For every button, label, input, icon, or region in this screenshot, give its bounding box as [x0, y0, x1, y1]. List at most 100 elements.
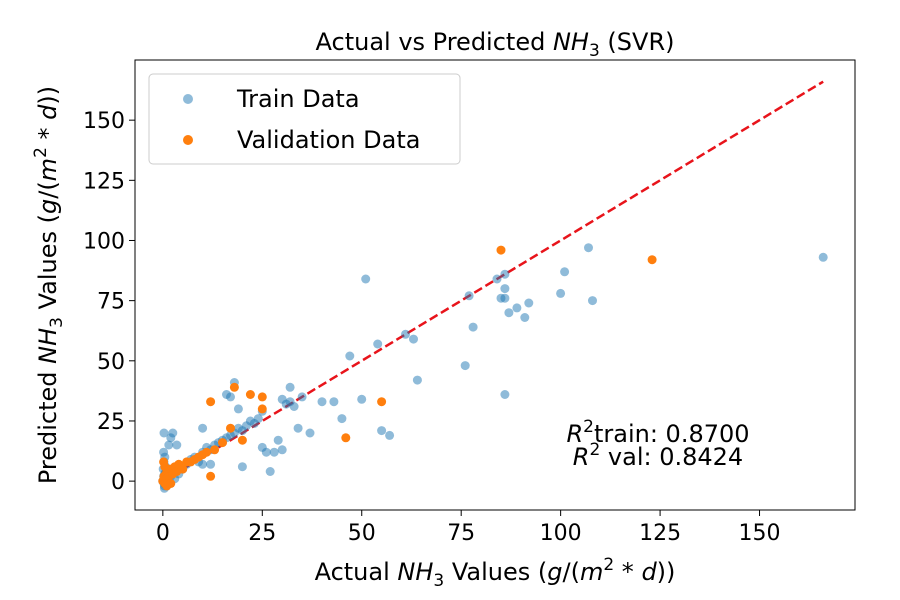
- y-tick-label: 150: [83, 109, 125, 134]
- train-point: [159, 447, 169, 457]
- train-point: [226, 392, 235, 402]
- validation-point: [206, 471, 216, 481]
- validation-point: [160, 462, 170, 472]
- ylabel-var: NH: [34, 328, 62, 364]
- train-point: [556, 288, 566, 298]
- r2-train-symbol: R: [566, 420, 583, 448]
- y-tick-label: 0: [111, 470, 125, 495]
- points-layer: [158, 243, 828, 493]
- identity-reference-line: [162, 80, 824, 483]
- train-point: [285, 382, 295, 392]
- train-point: [504, 308, 514, 318]
- validation-point: [210, 445, 220, 455]
- train-point: [329, 397, 339, 407]
- validation-point: [218, 438, 227, 448]
- train-point: [500, 293, 510, 303]
- train-point: [237, 462, 247, 472]
- xlabel-mid: Values (: [444, 558, 547, 586]
- y-tick-label: 25: [97, 410, 125, 435]
- ylabel-unit-e: d: [34, 104, 62, 120]
- train-point: [198, 423, 208, 433]
- validation-point: [257, 404, 267, 414]
- train-point: [233, 404, 243, 414]
- validation-point: [229, 382, 239, 392]
- title-prefix: Actual vs Predicted: [316, 28, 553, 56]
- validation-point: [237, 435, 247, 445]
- legend: Train Data Validation Data: [148, 73, 461, 165]
- train-point: [464, 291, 474, 301]
- r2-train-sup: 2: [583, 417, 594, 437]
- train-point: [198, 459, 208, 469]
- train-point: [297, 392, 307, 402]
- validation-point: [647, 255, 657, 265]
- train-point: [377, 426, 387, 436]
- validation-point: [166, 479, 176, 488]
- train-point: [337, 414, 347, 424]
- legend-box: [148, 73, 461, 165]
- train-point: [361, 274, 371, 284]
- r2-train-value: train: 0.8700: [594, 420, 750, 448]
- x-tick-label: 75: [447, 521, 475, 546]
- y-tick-label: 50: [97, 350, 125, 375]
- ylabel-unit-a: g: [34, 199, 62, 214]
- x-tick-label: 0: [156, 521, 170, 546]
- xlabel-unit-f: )): [657, 558, 676, 586]
- train-point: [500, 284, 510, 294]
- validation-point: [341, 433, 351, 443]
- train-point: [524, 298, 534, 308]
- legend-label-train: Train Data: [236, 85, 360, 113]
- y-tick-label: 125: [83, 169, 125, 194]
- reference-line-layer: [162, 80, 824, 483]
- train-point: [317, 397, 327, 407]
- xlabel-unit-a: g: [547, 558, 562, 586]
- xlabel-unit-b: /(: [563, 558, 580, 586]
- y-tick-label: 75: [97, 290, 125, 315]
- xlabel-unit-d: *: [614, 558, 641, 586]
- r2-train-annotation: R2train: 0.8700: [566, 417, 749, 448]
- validation-point: [226, 423, 235, 433]
- train-point: [265, 467, 275, 476]
- xlabel-prefix: Actual: [315, 558, 398, 586]
- ylabel-sup: 2: [31, 147, 51, 158]
- train-point: [500, 269, 510, 279]
- ylabel-unit-c: m: [34, 158, 62, 181]
- train-point: [168, 428, 178, 438]
- xlabel-sub: 3: [433, 571, 444, 591]
- validation-point: [206, 397, 216, 407]
- legend-label-validation: Validation Data: [237, 126, 420, 154]
- train-point: [293, 423, 303, 433]
- train-point: [460, 361, 470, 371]
- x-tick-label: 125: [639, 521, 681, 546]
- chart-title: Actual vs Predicted NH3 (SVR): [316, 28, 675, 61]
- ylabel-unit-d: *: [34, 120, 62, 147]
- legend-marker-validation: [183, 135, 193, 145]
- train-point: [261, 447, 271, 457]
- xlabel-unit-e: d: [641, 558, 657, 586]
- ylabel-mid: Values (: [34, 214, 62, 317]
- train-point: [253, 414, 263, 424]
- title-sub: 3: [589, 41, 600, 61]
- y-axis-ticks: 0 25 50 75 100 125 150: [83, 109, 135, 495]
- train-point: [588, 296, 597, 306]
- r2-val-value: val: 0.8424: [600, 443, 743, 471]
- validation-point: [202, 447, 212, 457]
- ylabel-unit-f: )): [34, 86, 62, 105]
- ylabel-sub: 3: [47, 317, 67, 328]
- title-suffix: (SVR): [600, 28, 675, 56]
- ylabel-prefix: Predicted: [34, 364, 62, 484]
- train-point: [818, 252, 828, 262]
- x-tick-label: 100: [540, 521, 582, 546]
- train-point: [560, 267, 570, 277]
- train-point: [206, 459, 216, 469]
- train-point: [289, 402, 299, 411]
- ylabel-unit-b: /(: [34, 181, 62, 198]
- x-tick-label: 50: [348, 521, 376, 546]
- train-point: [468, 322, 478, 332]
- train-point: [412, 375, 422, 385]
- train-point: [305, 428, 315, 438]
- legend-marker-train: [183, 94, 193, 104]
- xlabel-var: NH: [397, 558, 433, 586]
- train-point: [492, 274, 502, 284]
- xlabel-sup: 2: [603, 555, 614, 575]
- x-tick-label: 150: [739, 521, 781, 546]
